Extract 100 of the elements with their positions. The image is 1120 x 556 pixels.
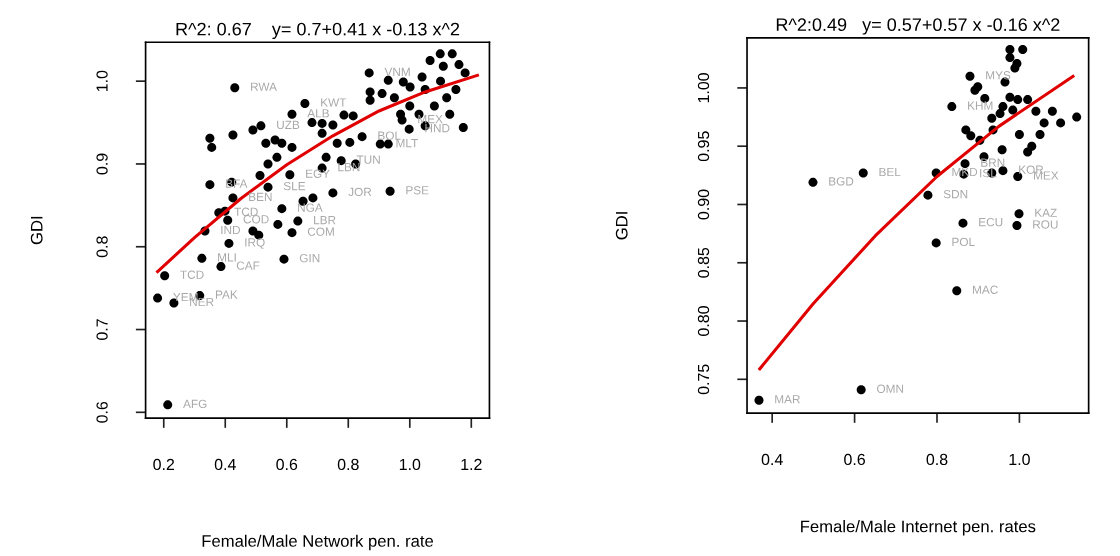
point <box>952 286 962 296</box>
x-tick-label: 0.8 <box>337 458 359 471</box>
annotation: MYS <box>986 71 1011 80</box>
annotation: BOL <box>378 131 401 140</box>
x-tick-label: 0.6 <box>276 458 298 471</box>
y-axis-title: GDI <box>615 212 628 240</box>
point <box>1072 112 1082 122</box>
annotation: LBN <box>338 163 360 172</box>
y-axis-title: GDI <box>30 216 43 245</box>
annotation: KAZ <box>1035 208 1057 217</box>
y-tick-label: 0.75 <box>697 364 710 395</box>
y-tick-label: 0.6 <box>96 401 108 423</box>
point <box>923 190 933 200</box>
y-tick-label: 0.95 <box>697 131 710 162</box>
y-tick-label: 0.80 <box>697 306 710 336</box>
annotation: NGA <box>298 203 323 212</box>
point <box>1013 95 1023 105</box>
annotation: RWA <box>251 82 277 91</box>
annotation: ISL <box>980 168 997 178</box>
point <box>1023 95 1033 105</box>
annotation: MEX <box>418 115 443 124</box>
annotation: BEL <box>879 167 901 177</box>
annotation: MLT <box>396 139 419 148</box>
point <box>995 109 1005 119</box>
point <box>961 125 971 135</box>
point <box>965 71 975 81</box>
annotation: IRQ <box>245 238 265 249</box>
point <box>960 159 970 169</box>
chart-title: R^2:0.49 y= 0.57+0.57 x -0.16 x^2 <box>776 18 1060 35</box>
annotation: COD <box>243 215 269 224</box>
annotation: ECU <box>979 217 1003 227</box>
point <box>931 238 941 248</box>
annotation: KHM <box>968 101 993 110</box>
annotation: ROU <box>1033 220 1058 229</box>
x-tick-label: 0.4 <box>214 458 236 471</box>
point <box>808 177 818 187</box>
point <box>1039 118 1049 128</box>
point <box>858 168 868 178</box>
annotation: JOR <box>348 187 372 197</box>
point <box>958 218 968 228</box>
y-tick-label: 0.85 <box>697 247 710 278</box>
y-tick-label: 0.8 <box>96 236 108 258</box>
x-tick-label: 0.6 <box>844 453 865 466</box>
x-tick-label: 1.2 <box>461 458 482 470</box>
x-tick-label: 1.0 <box>1009 453 1030 466</box>
annotation: EGY <box>306 169 330 178</box>
y-tick-label: 0.7 <box>96 319 108 341</box>
x-tick-label: 0.4 <box>761 453 783 466</box>
annotation: MAC <box>973 285 998 294</box>
annotation: POL <box>952 237 975 247</box>
point <box>1014 209 1024 219</box>
point <box>1008 105 1018 115</box>
annotation: PSE <box>406 186 429 195</box>
x-tick-label: 0.8 <box>926 453 948 466</box>
annotation: COM <box>307 227 334 236</box>
annotation: OMN <box>877 384 904 393</box>
y-tick-label: 1.0 <box>96 70 108 92</box>
point <box>1018 44 1028 54</box>
annotation: BRN <box>981 158 1005 167</box>
annotation: BEN <box>249 192 272 201</box>
point <box>966 131 976 141</box>
point <box>947 102 957 112</box>
y-tick-label: 0.9 <box>96 153 108 175</box>
annotation: MLI <box>218 253 236 262</box>
annotation: CAF <box>236 261 260 270</box>
point <box>1005 92 1015 102</box>
annotation: TUN <box>356 155 380 164</box>
point <box>1013 172 1023 182</box>
annotation: BGD <box>829 177 854 186</box>
annotation: SLE <box>283 181 306 191</box>
x-axis-title: Female/Male Network pen. rate <box>202 534 434 551</box>
point <box>1031 106 1041 116</box>
annotation: PAK <box>215 290 238 299</box>
point <box>997 145 1007 155</box>
annotation: IND <box>221 225 240 235</box>
point <box>1014 130 1024 140</box>
point <box>1023 147 1033 157</box>
annotation: GIN <box>299 253 320 263</box>
point <box>1047 106 1057 116</box>
annotation: KWT <box>321 98 347 107</box>
point <box>1010 63 1020 73</box>
point <box>1012 220 1022 230</box>
annotation: UZB <box>277 120 300 130</box>
y-tick-label: 0.90 <box>697 189 710 220</box>
annotation: LBR <box>314 216 336 225</box>
x-tick-label: 1.0 <box>399 458 421 471</box>
annotation: MAR <box>775 395 800 404</box>
chart-title: R^2: 0.67 y= 0.7+0.41 x -0.13 x^2 <box>176 22 460 40</box>
annotation: VNM <box>384 67 410 76</box>
annotation: SDN <box>943 189 968 199</box>
point <box>1056 118 1066 128</box>
point <box>1005 53 1015 63</box>
point <box>987 113 997 123</box>
annotation: AFG <box>183 399 207 409</box>
x-axis-title: Female/Male Internet pen. rates <box>801 520 1036 536</box>
x-tick-label: 0.2 <box>153 458 175 471</box>
y-tick-label: 1.00 <box>697 73 710 103</box>
annotation: TCD <box>234 207 258 216</box>
annotation: ALB <box>307 109 329 118</box>
point <box>754 395 764 405</box>
